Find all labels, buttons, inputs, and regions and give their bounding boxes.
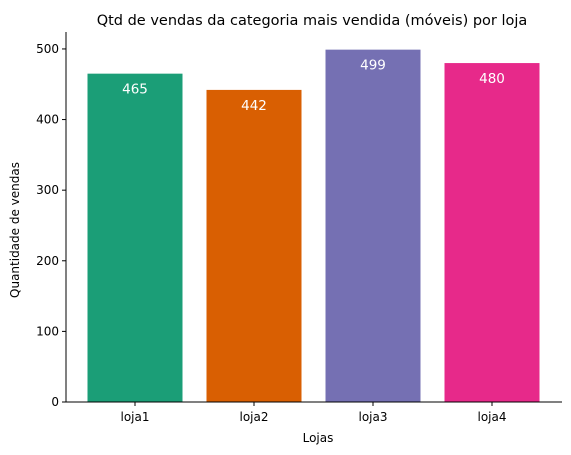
bar-value-label: 465 <box>122 82 148 98</box>
y-tick-label: 500 <box>36 42 59 56</box>
bar-loja1 <box>87 73 183 402</box>
x-axis: loja1 loja2 loja3 loja4 <box>66 401 562 424</box>
y-tick-label: 200 <box>36 254 59 268</box>
y-tick-label: 400 <box>36 113 59 127</box>
bar-loja3 <box>325 49 421 402</box>
bar-loja2 <box>206 89 302 403</box>
chart-title: Qtd de vendas da categoria mais vendida … <box>97 13 528 29</box>
y-tick-label: 100 <box>36 324 59 338</box>
x-axis-label: Lojas <box>303 431 334 445</box>
bar-value-label: 442 <box>241 98 267 114</box>
bars-layer: 465 442 499 480 <box>87 49 540 403</box>
bar-value-label: 499 <box>360 58 386 74</box>
y-axis: 0 100 200 300 400 500 <box>36 32 67 409</box>
y-tick-label: 300 <box>36 183 59 197</box>
y-axis-label: Quantidade de vendas <box>8 162 22 298</box>
bar-value-label: 480 <box>479 71 505 87</box>
x-tick-label: loja3 <box>359 410 388 424</box>
x-tick-label: loja2 <box>240 410 269 424</box>
y-tick-label: 0 <box>51 395 59 409</box>
bar-loja4 <box>444 63 540 403</box>
x-tick-label: loja1 <box>121 410 150 424</box>
x-tick-label: loja4 <box>478 410 507 424</box>
